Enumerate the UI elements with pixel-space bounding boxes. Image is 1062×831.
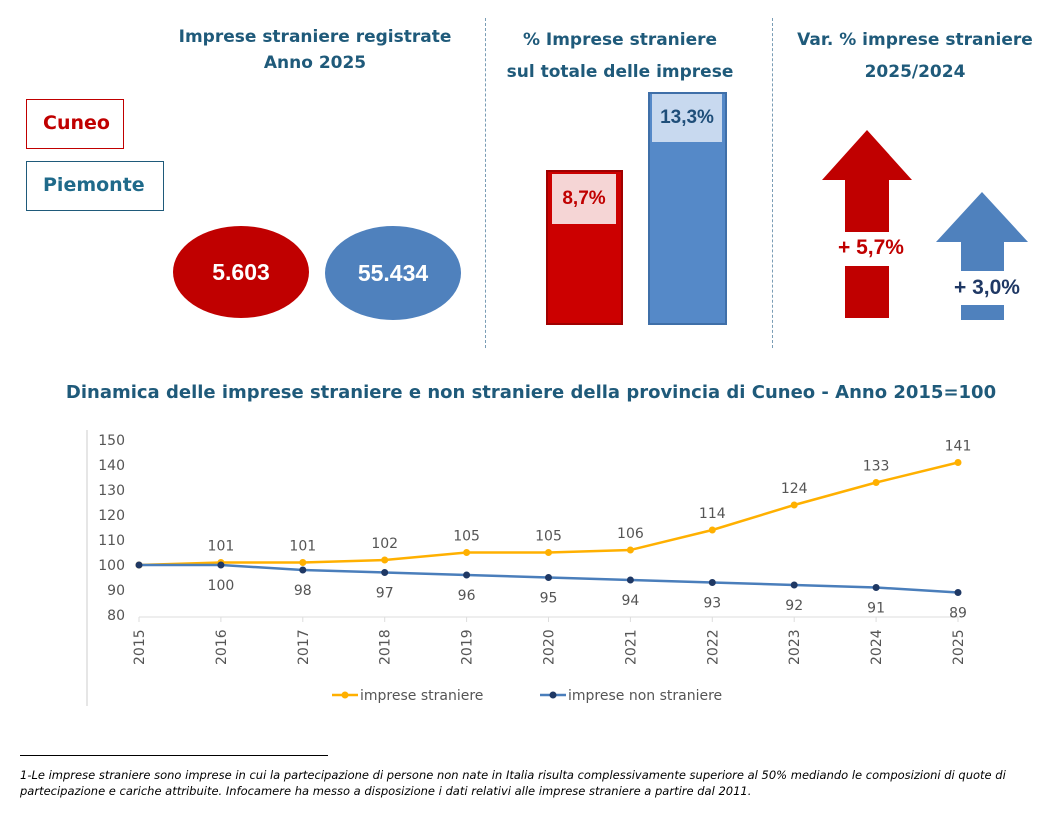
data-label: 93 — [703, 596, 721, 612]
bar-label-cuneo: 8,7% — [552, 174, 616, 224]
data-label: 100 — [208, 578, 235, 594]
arrow-up-piemonte-icon — [936, 192, 1028, 271]
x-tick-label: 2018 — [378, 629, 394, 665]
data-point — [954, 589, 962, 596]
data-label: 124 — [781, 481, 808, 497]
data-label: 97 — [376, 586, 394, 602]
x-tick-label: 2016 — [214, 629, 230, 665]
data-point — [381, 556, 389, 564]
title-line: Var. % imprese straniere — [797, 30, 1033, 50]
footnote-rule — [20, 755, 328, 756]
y-tick-label: 110 — [98, 533, 125, 549]
var-piemonte-label: + 3,0% — [954, 276, 1020, 299]
data-point — [790, 581, 798, 589]
x-tick-label: 2015 — [132, 629, 148, 665]
data-point — [626, 546, 634, 554]
y-tick-label: 130 — [98, 483, 125, 499]
title-line: sul totale delle imprese — [506, 62, 734, 82]
data-label: 106 — [617, 526, 644, 542]
data-point — [954, 459, 962, 466]
panel1-title: Imprese straniere registrate Anno 2025 — [160, 24, 470, 76]
data-point — [872, 479, 880, 486]
data-label: 105 — [453, 529, 480, 545]
panel2-title: % Imprese straniere sul totale delle impr… — [490, 24, 750, 88]
arrow-base-piemonte — [961, 305, 1004, 320]
piemonte-value-ellipse: 55.434 — [325, 226, 461, 320]
footnote: 1-Le imprese straniere sono imprese in c… — [20, 768, 1006, 798]
data-point — [872, 584, 880, 591]
y-tick-label: 80 — [107, 608, 125, 624]
x-tick-label: 2020 — [542, 629, 558, 665]
divider — [485, 18, 486, 348]
data-point — [299, 559, 307, 566]
y-tick-label: 140 — [98, 458, 125, 474]
cuneo-value-ellipse: 5.603 — [173, 226, 309, 318]
data-label: 114 — [699, 506, 726, 522]
y-tick-label: 120 — [98, 508, 125, 524]
data-point — [463, 549, 471, 556]
data-label: 102 — [371, 536, 398, 552]
arrow-up-cuneo-icon — [822, 130, 912, 232]
arrows — [822, 130, 1028, 320]
data-label: 133 — [863, 459, 890, 475]
title-line: Imprese straniere registrate — [178, 27, 452, 47]
x-tick-label: 2024 — [869, 629, 885, 665]
data-label: 95 — [540, 591, 558, 607]
data-point — [708, 579, 716, 586]
x-tick-label: 2019 — [460, 629, 476, 665]
data-label: 89 — [949, 606, 967, 622]
y-tick-label: 100 — [98, 558, 125, 574]
x-tick-label: 2022 — [705, 629, 721, 665]
panel3-title: Var. % imprese straniere 2025/2024 — [790, 24, 1040, 88]
data-label: 98 — [294, 583, 312, 599]
y-tick-label: 150 — [98, 433, 125, 449]
divider — [772, 18, 773, 348]
chart-title: Dinamica delle imprese straniere e non s… — [65, 382, 997, 403]
data-label: 101 — [289, 539, 316, 555]
data-label: 105 — [535, 529, 562, 545]
legend-label: imprese straniere — [360, 688, 483, 704]
x-tick-label: 2017 — [296, 629, 312, 665]
y-tick-label: 90 — [107, 583, 125, 599]
data-point — [463, 571, 471, 579]
data-point — [790, 501, 798, 509]
data-label: 91 — [867, 601, 885, 617]
data-label: 101 — [208, 539, 235, 555]
legend-piemonte: Piemonte — [26, 161, 164, 211]
data-label: 96 — [458, 588, 476, 604]
data-point — [626, 576, 634, 584]
data-point — [545, 549, 552, 556]
data-point — [299, 566, 307, 574]
data-point — [381, 569, 389, 576]
legend-marker — [341, 691, 349, 699]
var-cuneo-label: + 5,7% — [838, 236, 904, 259]
data-point — [217, 561, 225, 569]
title-line: Anno 2025 — [263, 53, 367, 73]
x-tick-label: 2023 — [787, 629, 803, 665]
x-tick-label: 2021 — [623, 629, 639, 665]
data-label: 94 — [621, 593, 639, 609]
line-chart: 150 140 130 120 110 100 90 80 2015 2016 2017 2018 20… — [86, 430, 972, 706]
arrow-base-cuneo — [845, 266, 889, 318]
bar-label-piemonte: 13,3% — [652, 94, 722, 142]
data-label: 92 — [785, 598, 803, 614]
legend-marker — [549, 691, 557, 699]
data-point — [708, 526, 716, 534]
legend-label: imprese non straniere — [568, 688, 722, 704]
data-point — [135, 561, 143, 569]
title-line: % Imprese straniere — [522, 30, 718, 50]
data-point — [545, 574, 552, 581]
data-label: 141 — [945, 439, 972, 455]
legend-cuneo: Cuneo — [26, 99, 124, 149]
title-line: 2025/2024 — [864, 62, 966, 82]
x-tick-label: 2025 — [951, 629, 967, 665]
